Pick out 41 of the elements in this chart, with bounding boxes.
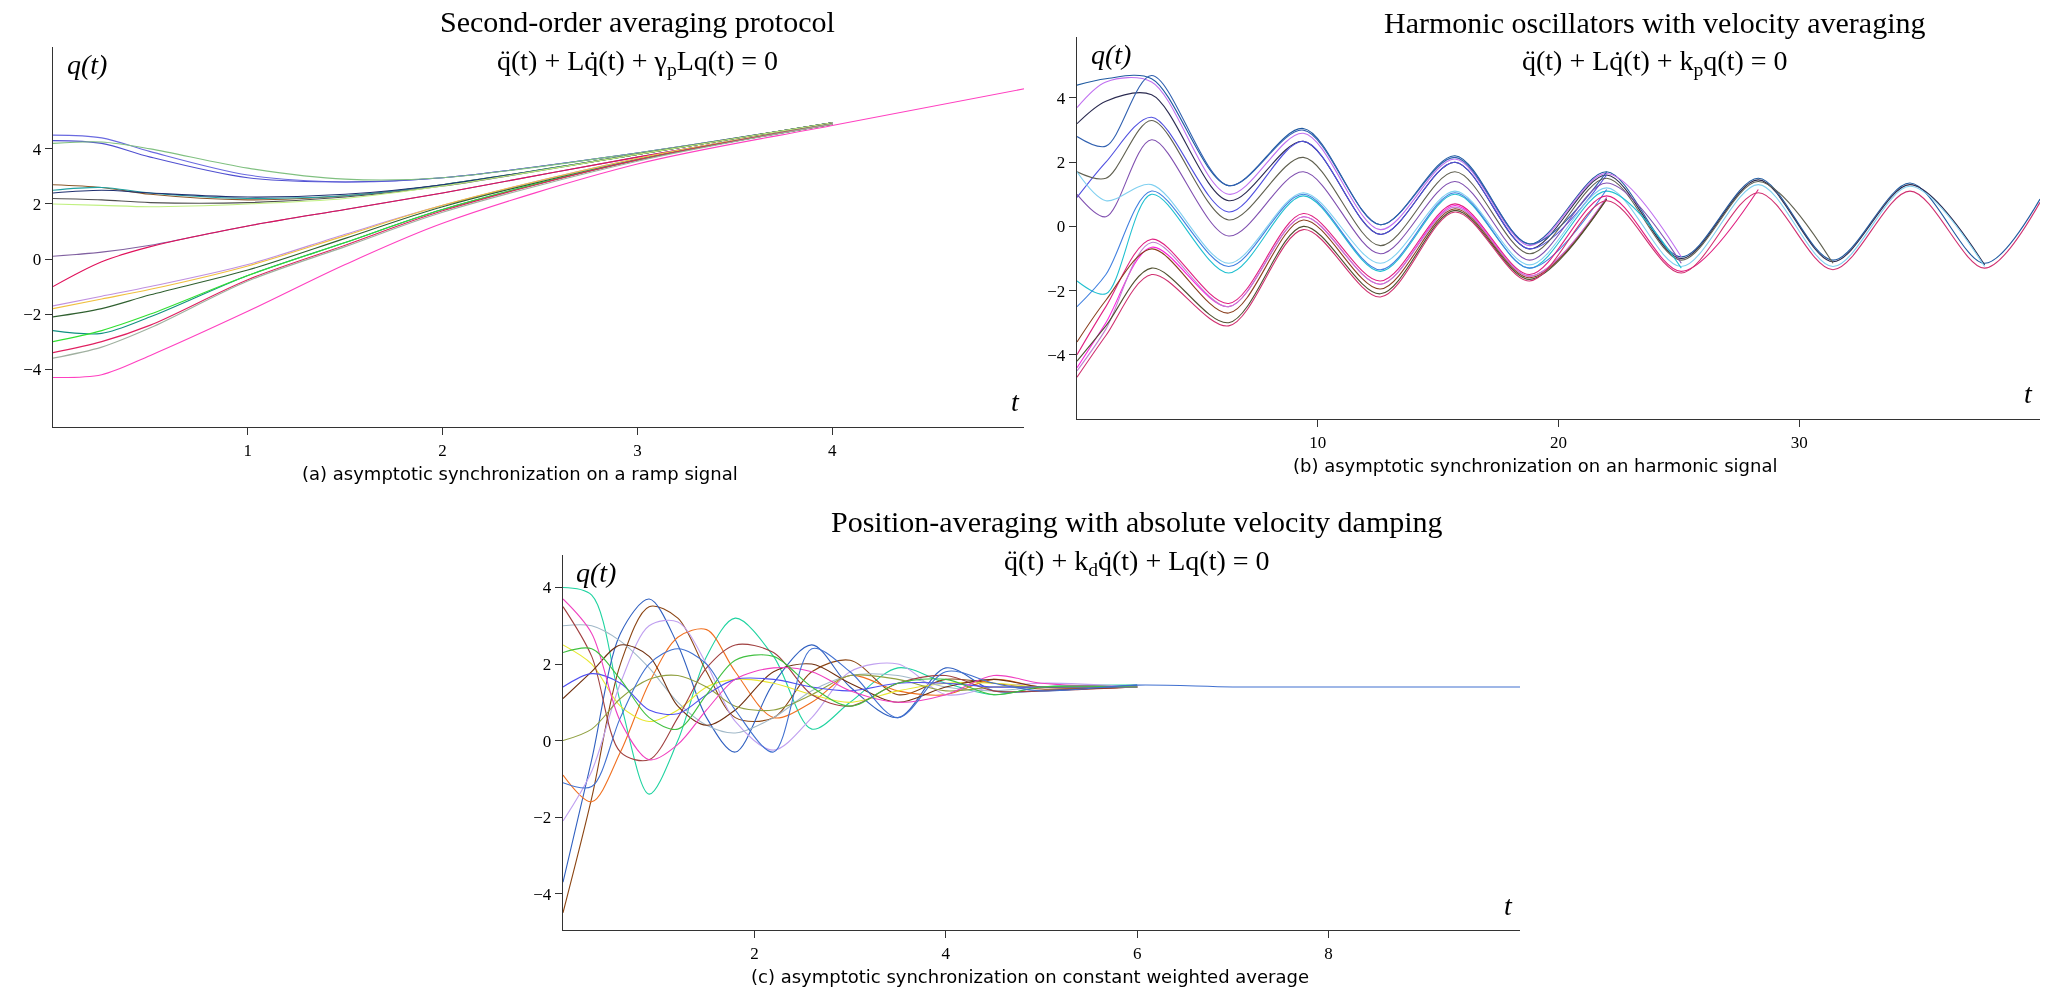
y-tick-label: −4 bbox=[23, 360, 42, 380]
y-tick-label: −2 bbox=[533, 808, 552, 828]
chart-title: Position-averaging with absolute velocity damping bbox=[831, 505, 1443, 538]
y-tick-label: 0 bbox=[1056, 217, 1066, 237]
y-tick-label: 2 bbox=[1056, 153, 1066, 173]
x-tick-label: 6 bbox=[1132, 943, 1142, 963]
x-axis-title: t bbox=[1504, 890, 1513, 921]
y-axis-title: q(t) bbox=[1091, 39, 1132, 70]
chart-subtitle: q̈(t) + k$_{d}$q̇(t) + Lq(t) = 0 bbox=[1004, 545, 1270, 580]
chart-title: Second-order averaging protocol bbox=[440, 5, 835, 38]
x-tick-label: 3 bbox=[633, 440, 642, 460]
y-tick-label: −4 bbox=[1047, 345, 1066, 365]
y-tick-label: 4 bbox=[32, 139, 42, 159]
x-axis-title: t bbox=[2024, 378, 2033, 409]
x-tick-label: 20 bbox=[1550, 432, 1567, 452]
chart-title: Harmonic oscillators with velocity averaging bbox=[1384, 6, 1926, 39]
y-tick-label: 4 bbox=[542, 578, 552, 598]
x-axis-title: t bbox=[1011, 386, 1020, 417]
chart-subtitle: q̈(t) + Lq̇(t) + γ$_{p}$Lq(t) = 0 bbox=[497, 45, 779, 80]
y-tick-label: 2 bbox=[32, 194, 42, 214]
x-tick-label: 8 bbox=[1324, 943, 1333, 963]
text: (c) asymptotic synchronization on constant weighted average bbox=[751, 966, 1309, 987]
x-tick-label: 1 bbox=[243, 440, 253, 460]
x-tick-label: 4 bbox=[827, 440, 837, 460]
y-axis-title: q(t) bbox=[576, 557, 617, 588]
y-tick-label: −2 bbox=[1047, 281, 1066, 301]
x-tick-label: 2 bbox=[438, 440, 447, 460]
x-tick-label: 10 bbox=[1309, 432, 1327, 452]
text: (b) asymptotic synchronization on an harmonic signal bbox=[1293, 455, 1778, 476]
chart-subtitle: q̈(t) + Lq̇(t) + k$_{p}$q(t) = 0 bbox=[1522, 45, 1788, 80]
y-tick-label: −4 bbox=[533, 884, 552, 904]
y-tick-label: 0 bbox=[542, 731, 552, 751]
y-tick-label: 2 bbox=[542, 655, 552, 675]
x-tick-label: 4 bbox=[941, 943, 951, 963]
y-tick-label: 0 bbox=[32, 249, 42, 269]
text: (a) asymptotic synchronization on a ramp signal bbox=[302, 463, 738, 484]
y-tick-label: −2 bbox=[23, 305, 42, 325]
x-tick-label: 30 bbox=[1790, 432, 1808, 452]
x-tick-label: 2 bbox=[750, 943, 759, 963]
y-tick-label: 4 bbox=[1056, 88, 1066, 108]
y-axis-title: q(t) bbox=[67, 49, 108, 80]
